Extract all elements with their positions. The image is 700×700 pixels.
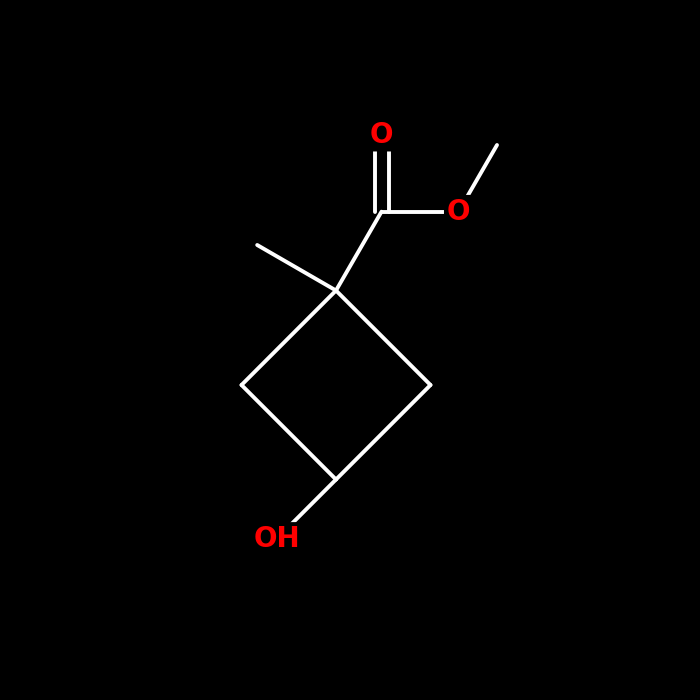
Text: O: O: [370, 120, 393, 148]
Text: O: O: [447, 197, 470, 225]
Text: OH: OH: [253, 525, 300, 553]
